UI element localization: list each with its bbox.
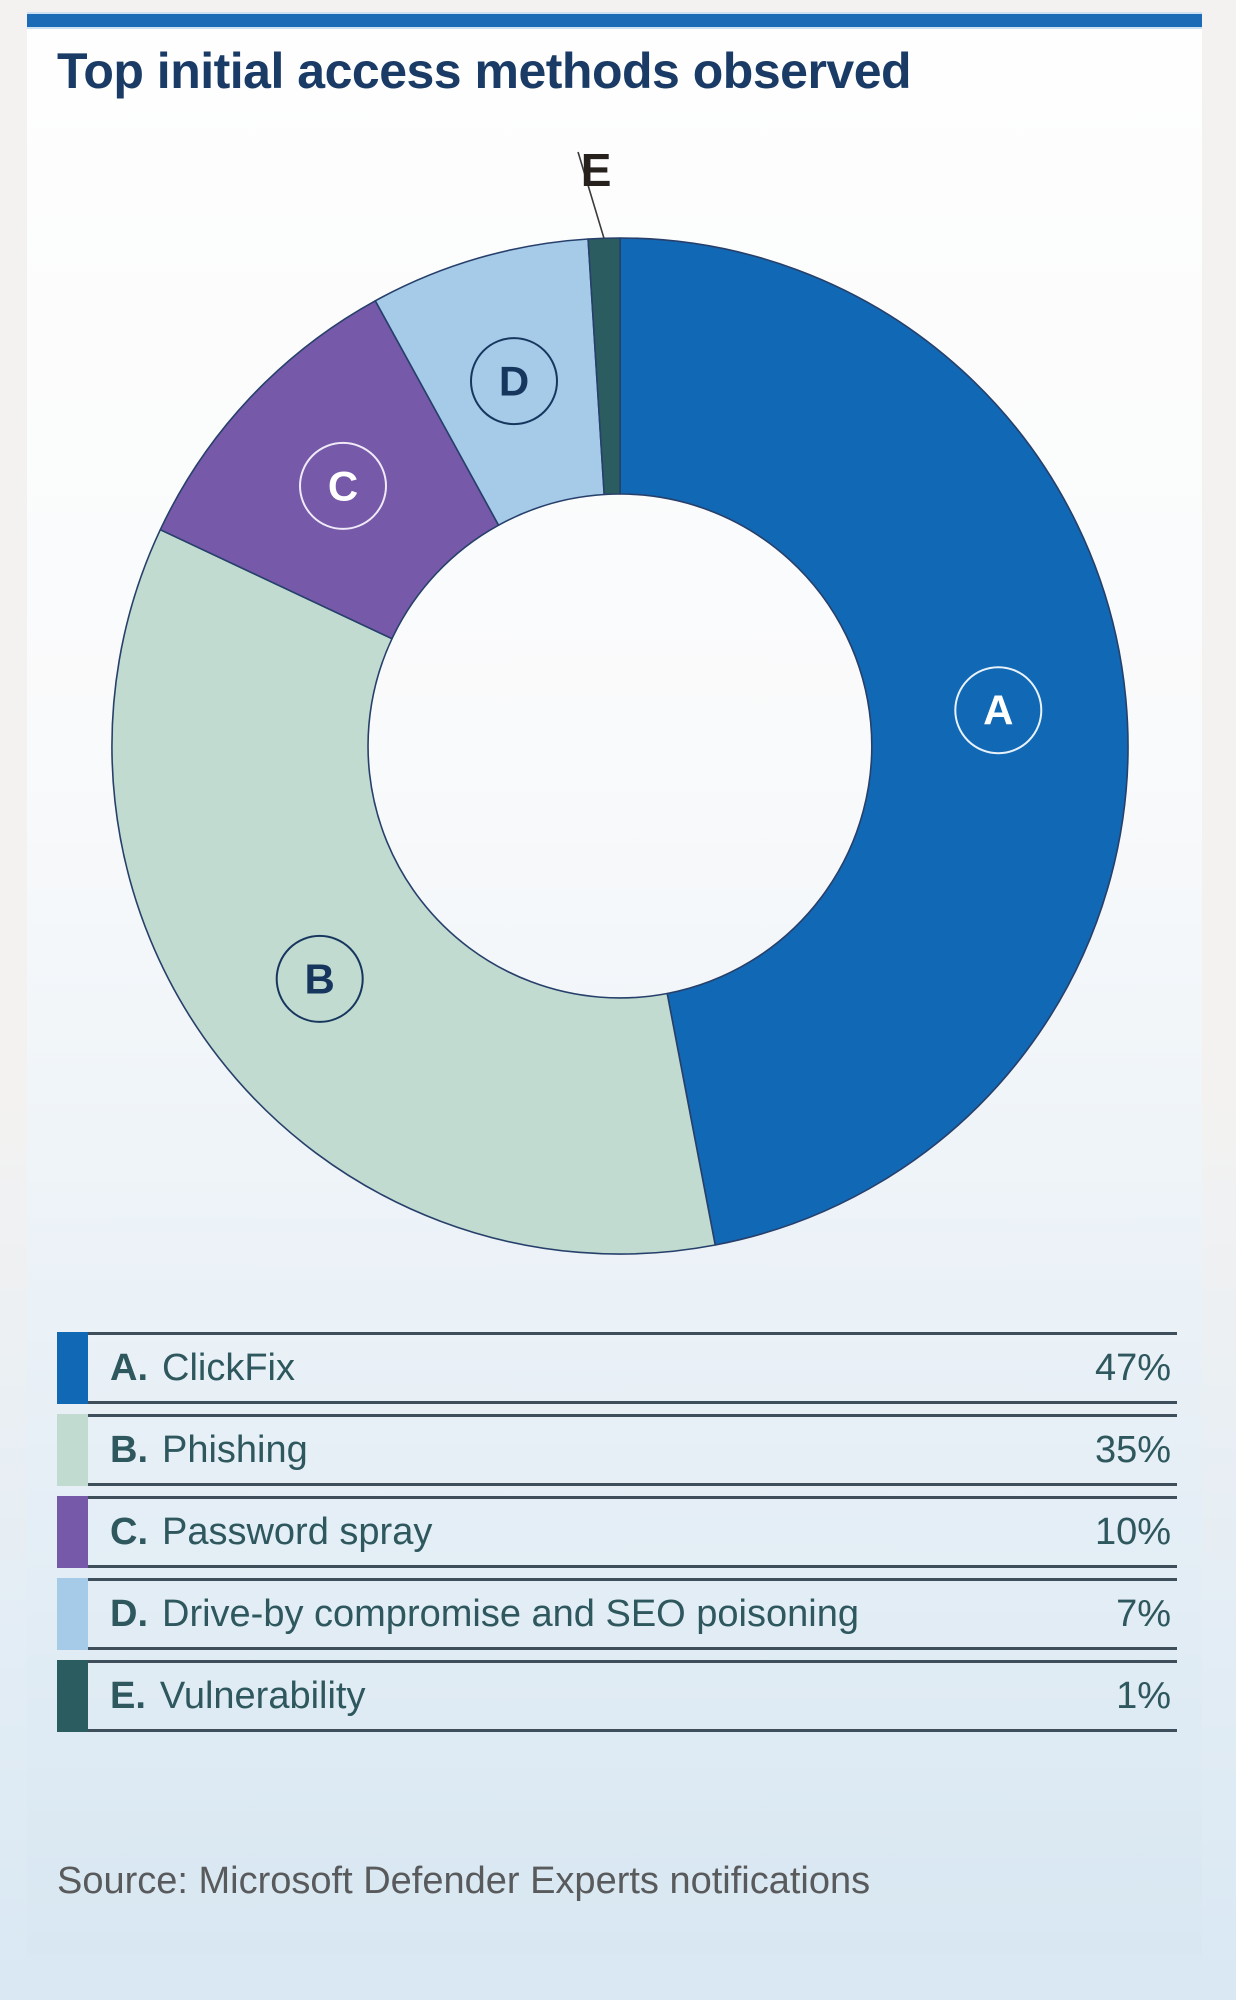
segment-label-circle-c — [299, 441, 387, 530]
legend-letter: A. — [110, 1346, 148, 1389]
legend-label: Drive-by compromise and SEO poisoning — [162, 1592, 859, 1635]
segment-label-a: A — [983, 687, 1013, 734]
legend-label: Vulnerability — [159, 1674, 366, 1717]
legend-letter: C. — [110, 1510, 148, 1553]
donut-segment-c — [159, 300, 500, 640]
segment-label-circle-b — [275, 934, 364, 1023]
legend-letter: E. — [110, 1674, 146, 1717]
legend-row-content: E. Vulnerability 1% — [88, 1660, 1177, 1732]
donut-segment-a — [619, 237, 1129, 1246]
legend-swatch-a — [57, 1332, 88, 1404]
segment-leader-line-e — [577, 151, 605, 239]
legend-letter: B. — [110, 1428, 148, 1471]
legend-label: ClickFix — [162, 1346, 295, 1389]
segment-label-circle-d — [470, 337, 558, 426]
legend-percent: 7% — [1116, 1592, 1171, 1635]
donut-segment-e — [587, 237, 621, 496]
legend-swatch-e — [57, 1660, 88, 1732]
report-card: Top initial access methods observed A B C D… — [27, 14, 1202, 1955]
legend-row-e: E. Vulnerability 1% — [57, 1660, 1177, 1732]
top-accent-bar — [27, 14, 1202, 27]
legend-percent: 10% — [1094, 1510, 1171, 1553]
segment-label-d: D — [499, 358, 529, 405]
donut-segment-b — [111, 528, 716, 1255]
legend-row-content: B. Phishing 35% — [88, 1414, 1177, 1486]
legend-table: A. ClickFix 47% B. Phishing 35% C. Password spr… — [57, 1332, 1177, 1742]
segment-label-b: B — [305, 955, 335, 1002]
legend-percent: 35% — [1094, 1428, 1171, 1471]
legend-row-d: D. Drive-by compromise and SEO poisoning 7… — [57, 1578, 1177, 1650]
chart-title: Top initial access methods observed — [57, 43, 912, 99]
donut-segment-d — [374, 238, 605, 526]
legend-percent: 1% — [1116, 1674, 1171, 1717]
legend-percent: 47% — [1094, 1346, 1171, 1389]
legend-row-b: B. Phishing 35% — [57, 1414, 1177, 1486]
legend-row-a: A. ClickFix 47% — [57, 1332, 1177, 1404]
legend-row-content: C. Password spray 10% — [88, 1496, 1177, 1568]
legend-swatch-c — [57, 1496, 88, 1568]
legend-swatch-b — [57, 1414, 88, 1486]
segment-label-c: C — [328, 462, 358, 509]
segment-label-e: E — [581, 144, 612, 196]
source-note: Source: Microsoft Defender Experts notif… — [57, 1860, 871, 1902]
legend-swatch-d — [57, 1578, 88, 1650]
legend-label: Phishing — [162, 1428, 308, 1471]
legend-label: Password spray — [162, 1510, 433, 1553]
legend-row-content: A. ClickFix 47% — [88, 1332, 1177, 1404]
legend-row-c: C. Password spray 10% — [57, 1496, 1177, 1568]
legend-letter: D. — [110, 1592, 148, 1635]
legend-row-content: D. Drive-by compromise and SEO poisoning 7… — [88, 1578, 1177, 1650]
segment-label-circle-a — [954, 666, 1043, 755]
